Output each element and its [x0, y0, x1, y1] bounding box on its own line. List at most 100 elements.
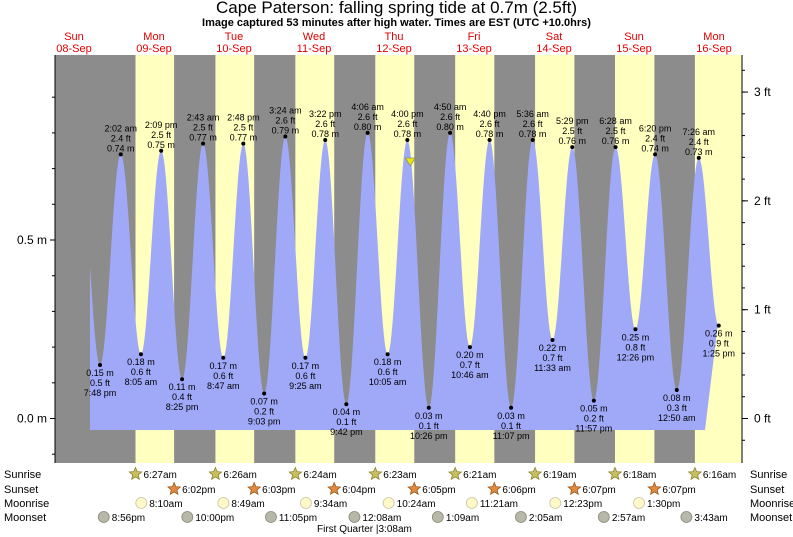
high-tide-metres: 0.74 m: [107, 143, 135, 153]
high-tide-point: [323, 138, 328, 143]
moonset-time: 10:00pm: [195, 513, 234, 524]
low-tide-feet: 0.6 ft: [131, 367, 152, 377]
right-tick-label: 3 ft: [754, 85, 771, 99]
high-tide-metres: 0.73 m: [685, 147, 713, 157]
low-tide-point: [426, 405, 431, 410]
sunset-icon: [247, 481, 262, 496]
high-tide-time: 4:06 am: [351, 102, 384, 112]
day-date-label: 11-Sep: [297, 43, 332, 55]
day-name-label: Tue: [225, 31, 244, 43]
high-tide-metres: 0.75 m: [147, 140, 175, 150]
high-tide-time: 7:26 am: [683, 127, 716, 137]
high-tide-feet: 2.5 ft: [151, 130, 172, 140]
low-tide-time: 11:57 pm: [575, 424, 612, 434]
low-tide-feet: 0.4 ft: [172, 392, 193, 402]
low-tide-point: [138, 352, 143, 357]
high-tide-point: [405, 138, 410, 143]
high-tide-feet: 2.6 ft: [315, 119, 336, 129]
low-tide-metres: 0.20 m: [456, 350, 484, 360]
low-tide-time: 12:50 am: [658, 413, 696, 423]
high-tide-feet: 2.6 ft: [397, 119, 418, 129]
low-tide-metres: 0.18 m: [374, 357, 402, 367]
day-name-label: Mon: [703, 31, 724, 43]
sunrise-icon: [288, 466, 303, 481]
moonset-icon: [680, 511, 693, 523]
day-date-label: 13-Sep: [456, 43, 491, 55]
low-tide-metres: 0.26 m: [705, 329, 733, 339]
sunrise-row-label-left: Sunrise: [4, 469, 41, 481]
day-name-label: Thu: [385, 31, 404, 43]
current-time-marker: [404, 157, 416, 167]
day-date-label: 10-Sep: [216, 43, 251, 55]
high-tide-point: [653, 152, 658, 157]
high-tide-metres: 0.77 m: [230, 133, 258, 143]
high-tide-metres: 0.80 m: [354, 122, 382, 132]
low-tide-metres: 0.08 m: [663, 393, 691, 403]
high-tide-metres: 0.80 m: [436, 122, 464, 132]
sunrise-time: 6:27am: [144, 470, 177, 481]
high-tide-point: [613, 145, 618, 150]
day-name-label: Sat: [546, 31, 563, 43]
sunset-time: 6:07pm: [582, 485, 615, 496]
low-tide-metres: 0.22 m: [539, 343, 567, 353]
sunset-row-label-left: Sunset: [4, 484, 38, 496]
moonrise-icon: [299, 497, 312, 509]
sunset-time: 6:04pm: [342, 485, 375, 496]
low-tide-point: [591, 398, 596, 403]
low-tide-point: [262, 391, 267, 396]
moonset-icon: [348, 511, 361, 523]
low-tide-metres: 0.11 m: [169, 382, 196, 392]
sunrise-icon: [208, 466, 223, 481]
low-tide-feet: 0.2 ft: [584, 414, 605, 424]
low-tide-point: [98, 362, 102, 367]
low-tide-time: 9:03 pm: [248, 417, 281, 427]
low-tide-metres: 0.07 m: [250, 397, 278, 407]
low-tide-point: [716, 323, 721, 328]
high-tide-feet: 2.4 ft: [645, 133, 666, 143]
high-tide-metres: 0.76 m: [559, 136, 587, 146]
low-tide-feet: 0.8 ft: [625, 342, 646, 352]
day-date-label: 09-Sep: [136, 43, 171, 55]
moonset-time: 11:05pm: [279, 513, 317, 524]
low-tide-point: [550, 337, 555, 342]
moonrise-icon: [217, 497, 230, 509]
high-tide-time: 2:09 pm: [145, 120, 178, 130]
high-tide-time: 5:29 pm: [556, 116, 589, 126]
low-tide-time: 8:05 am: [125, 377, 158, 387]
high-tide-feet: 2.5 ft: [233, 123, 254, 133]
moonset-icon: [265, 511, 277, 523]
high-tide-point: [365, 130, 370, 135]
high-tide-point: [696, 155, 701, 160]
moonrise-time: 12:23pm: [563, 499, 602, 510]
moonset-row-label-left: Moonset: [4, 512, 46, 524]
low-tide-metres: 0.17 m: [292, 361, 320, 371]
day-name-label: Wed: [303, 31, 325, 43]
day-date-label: 12-Sep: [376, 43, 411, 55]
left-tick-label: 0.5 m: [17, 233, 47, 247]
moonset-icon: [431, 511, 444, 523]
moonrise-time: 10:24am: [397, 499, 436, 510]
high-tide-time: 2:02 am: [105, 123, 138, 133]
sunrise-time: 6:16am: [703, 470, 736, 481]
high-tide-metres: 0.78 m: [311, 129, 339, 139]
high-tide-time: 3:22 pm: [309, 109, 342, 119]
low-tide-metres: 0.17 m: [210, 361, 238, 371]
high-tide-metres: 0.78 m: [394, 129, 422, 139]
right-tick-label: 2 ft: [754, 194, 771, 208]
sunrise-icon: [128, 466, 143, 481]
low-tide-time: 8:25 pm: [166, 402, 199, 412]
moonrise-icon: [135, 497, 148, 509]
low-tide-feet: 0.9 ft: [709, 339, 730, 349]
low-tide-metres: 0.04 m: [333, 407, 361, 417]
sunset-row-label-right: Sunset: [750, 484, 784, 496]
sunrise-row-label-right: Sunrise: [750, 469, 787, 481]
moonrise-row-label-left: Moonrise: [4, 498, 49, 510]
high-tide-time: 4:50 am: [434, 102, 467, 112]
high-tide-point: [201, 141, 206, 146]
low-tide-point: [509, 405, 514, 410]
high-tide-point: [283, 134, 288, 139]
moonset-time: 1:09am: [446, 513, 479, 524]
high-tide-feet: 2.5 ft: [562, 126, 583, 136]
high-tide-point: [241, 141, 246, 146]
